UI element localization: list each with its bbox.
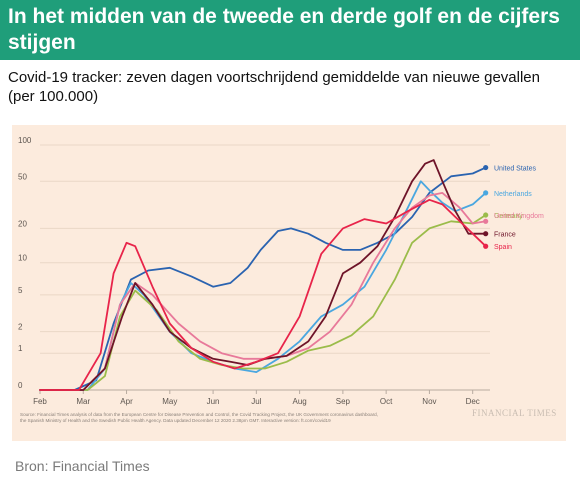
- y-tick-label: 10: [18, 254, 27, 263]
- series-end-label: United Kingdom: [494, 213, 544, 220]
- series-end-label: United States: [494, 166, 537, 173]
- source-credit: Bron: Financial Times: [15, 458, 150, 474]
- line-chart: 0 1 2 5 10 20 50 100 Feb Mar Apr May Jun Jul Aug Sep Oct…: [18, 136, 544, 406]
- x-tick-label: Dec: [466, 397, 480, 406]
- series-end-label: Germany: [494, 213, 523, 220]
- series-end-marker: [483, 231, 489, 237]
- series-end-marker: [483, 218, 489, 224]
- x-tick-label: Apr: [120, 397, 133, 406]
- series-end-label: Netherlands: [494, 191, 532, 198]
- x-tick-label: Oct: [380, 397, 393, 406]
- y-tick-label: 2: [18, 323, 23, 332]
- series-line: [39, 180, 487, 391]
- headline-title: In het midden van de tweede en derde gol…: [8, 5, 560, 54]
- series-line: [39, 159, 487, 391]
- x-tick-label: Jun: [207, 397, 220, 406]
- x-tick-label: May: [162, 397, 177, 406]
- x-tick-label: Feb: [33, 397, 47, 406]
- x-tick-label: Jul: [251, 397, 261, 406]
- series-line: [39, 166, 487, 391]
- series-line: [39, 198, 487, 391]
- y-tick-label: 50: [18, 172, 27, 181]
- y-tick-label: 100: [18, 136, 32, 145]
- series-end-marker: [483, 164, 489, 171]
- series-end-marker: [483, 243, 489, 249]
- y-tick-label: 0: [18, 381, 23, 390]
- financial-times-logo: FINANCIAL TIMES: [472, 408, 557, 418]
- x-tick-label: Mar: [76, 397, 90, 406]
- x-tick-label: Nov: [422, 397, 436, 406]
- chart-figure: 0 1 2 5 10 20 50 100 Feb Mar Apr May Jun Jul Aug Sep Oct…: [12, 125, 566, 441]
- headline-banner: In het midden van de tweede en derde gol…: [0, 0, 580, 60]
- y-tick-label: 20: [18, 219, 27, 228]
- series-end-marker: [483, 190, 489, 196]
- source-note: Source: Financial Times analysis of data…: [20, 412, 378, 423]
- x-tick-label: Sep: [336, 397, 351, 406]
- series-end-label: France: [494, 232, 516, 239]
- chart-subtitle: Covid-19 tracker: zeven dagen voortschri…: [8, 69, 540, 105]
- y-tick-label: 1: [18, 344, 23, 353]
- y-tick-label: 5: [18, 286, 23, 295]
- series-end-label: Spain: [494, 244, 512, 251]
- x-tick-label: Aug: [292, 397, 306, 406]
- series-end-marker: [483, 212, 489, 218]
